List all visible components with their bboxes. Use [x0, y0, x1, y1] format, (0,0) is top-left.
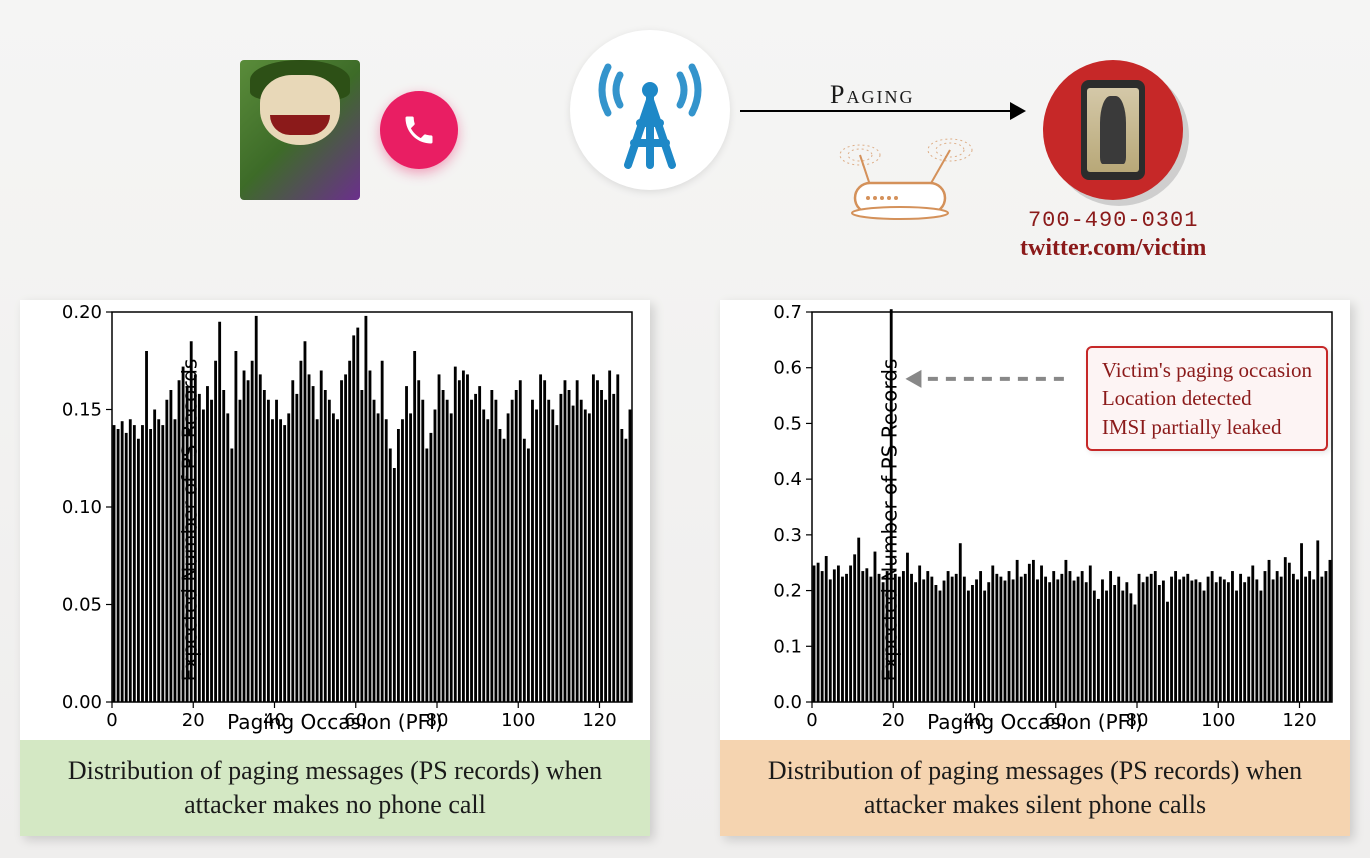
svg-text:0.20: 0.20: [62, 302, 102, 323]
chart2-annotation: Victim's paging occasionLocation detecte…: [1086, 346, 1328, 451]
paging-label: Paging: [830, 80, 914, 110]
chart2-ylabel: Expected Number of PS Records: [877, 359, 901, 682]
attacker-group: [240, 60, 458, 200]
chart1-xlabel: Paging Occasion (PFI): [227, 710, 443, 734]
svg-text:0.5: 0.5: [773, 413, 802, 434]
charts-row: Expected Number of PS Records 0.000.050.…: [20, 300, 1350, 836]
svg-text:20: 20: [882, 710, 905, 731]
svg-text:0.6: 0.6: [773, 358, 802, 379]
svg-text:120: 120: [582, 710, 616, 731]
svg-text:0.00: 0.00: [62, 692, 102, 713]
svg-text:120: 120: [1282, 710, 1316, 731]
chart-silent-call: Expected Number of PS Records 0.0 0.1 0.2 0…: [720, 300, 1350, 836]
top-diagram: Paging 700-490-: [0, 50, 1370, 260]
phone-call-icon: [380, 91, 458, 169]
victim-group: 700-490-0301 twitter.com/victim: [1020, 60, 1206, 262]
svg-text:0.15: 0.15: [62, 400, 102, 421]
cell-tower-icon: [570, 30, 730, 190]
svg-text:0: 0: [806, 710, 817, 731]
svg-text:0.05: 0.05: [62, 595, 102, 616]
svg-text:0.0: 0.0: [773, 692, 802, 713]
victim-handle: twitter.com/victim: [1020, 235, 1206, 262]
svg-text:100: 100: [1201, 710, 1235, 731]
svg-text:0.10: 0.10: [62, 497, 102, 518]
chart1-ylabel: Expected Number of PS Records: [177, 359, 201, 682]
victim-phone-icon: [1043, 60, 1183, 200]
svg-text:0.4: 0.4: [773, 469, 802, 490]
svg-text:20: 20: [182, 710, 205, 731]
chart1-plot: 0.000.050.100.150.20020406080100120: [20, 300, 650, 740]
svg-text:0: 0: [106, 710, 117, 731]
svg-text:0.3: 0.3: [773, 525, 802, 546]
chart1-caption: Distribution of paging messages (PS reco…: [20, 740, 650, 836]
paging-arrow: [740, 110, 1020, 112]
chart-no-call: Expected Number of PS Records 0.00 0.05 0.…: [20, 300, 650, 836]
sniffer-device-icon: [830, 125, 990, 230]
svg-text:0.1: 0.1: [773, 636, 802, 657]
chart2-caption: Distribution of paging messages (PS reco…: [720, 740, 1350, 836]
chart2-xlabel: Paging Occasion (PFI): [927, 710, 1143, 734]
victim-phone-number: 700-490-0301: [1020, 208, 1206, 233]
attacker-avatar: [240, 60, 360, 200]
svg-text:0.2: 0.2: [773, 581, 802, 602]
svg-text:100: 100: [501, 710, 535, 731]
svg-text:0.7: 0.7: [773, 302, 802, 323]
